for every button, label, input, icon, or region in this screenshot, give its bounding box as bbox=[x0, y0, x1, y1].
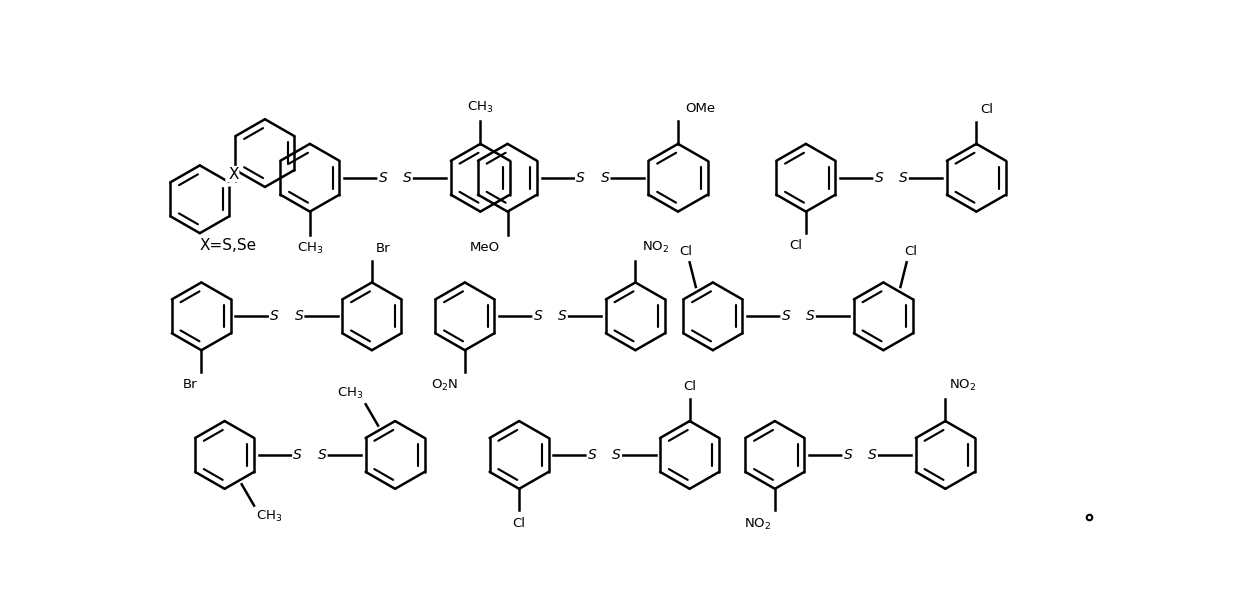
Text: S: S bbox=[807, 309, 815, 323]
Text: Cl: Cl bbox=[683, 380, 696, 393]
Text: S: S bbox=[782, 309, 790, 323]
Text: Cl: Cl bbox=[679, 245, 693, 258]
Text: S: S bbox=[587, 448, 596, 462]
Text: S: S bbox=[270, 309, 279, 323]
Text: S: S bbox=[900, 171, 908, 185]
Text: Cl: Cl bbox=[904, 245, 917, 258]
Text: S: S bbox=[869, 448, 877, 462]
Text: S: S bbox=[558, 309, 566, 323]
Text: S: S bbox=[601, 171, 610, 185]
Text: Br: Br bbox=[375, 242, 390, 255]
Text: S: S bbox=[403, 171, 411, 185]
Text: CH$_3$: CH$_3$ bbox=[256, 509, 282, 524]
Text: S: S bbox=[534, 309, 543, 323]
Text: X=S,Se: X=S,Se bbox=[199, 238, 256, 253]
Text: S: S bbox=[576, 171, 585, 185]
Text: S: S bbox=[295, 309, 304, 323]
Text: S: S bbox=[378, 171, 388, 185]
Text: X: X bbox=[225, 171, 237, 186]
Text: Cl: Cl bbox=[513, 517, 525, 530]
Text: CH$_3$: CH$_3$ bbox=[467, 99, 493, 114]
Text: CH$_3$: CH$_3$ bbox=[337, 386, 364, 401]
Text: X: X bbox=[228, 167, 239, 182]
Text: OMe: OMe bbox=[685, 102, 716, 114]
Text: CH$_3$: CH$_3$ bbox=[296, 241, 323, 256]
Text: S: S bbox=[844, 448, 852, 462]
Text: Cl: Cl bbox=[980, 103, 994, 116]
Text: NO$_2$: NO$_2$ bbox=[949, 378, 976, 393]
Text: S: S bbox=[875, 171, 883, 185]
Text: O$_2$N: O$_2$N bbox=[431, 378, 458, 393]
Text: S: S bbox=[317, 448, 327, 462]
Text: NO$_2$: NO$_2$ bbox=[642, 240, 669, 255]
Text: MeO: MeO bbox=[470, 241, 499, 254]
Text: S: S bbox=[612, 448, 621, 462]
Text: Br: Br bbox=[183, 378, 197, 391]
Text: S: S bbox=[294, 448, 302, 462]
Text: NO$_2$: NO$_2$ bbox=[743, 517, 771, 532]
Text: Cl: Cl bbox=[789, 240, 802, 252]
